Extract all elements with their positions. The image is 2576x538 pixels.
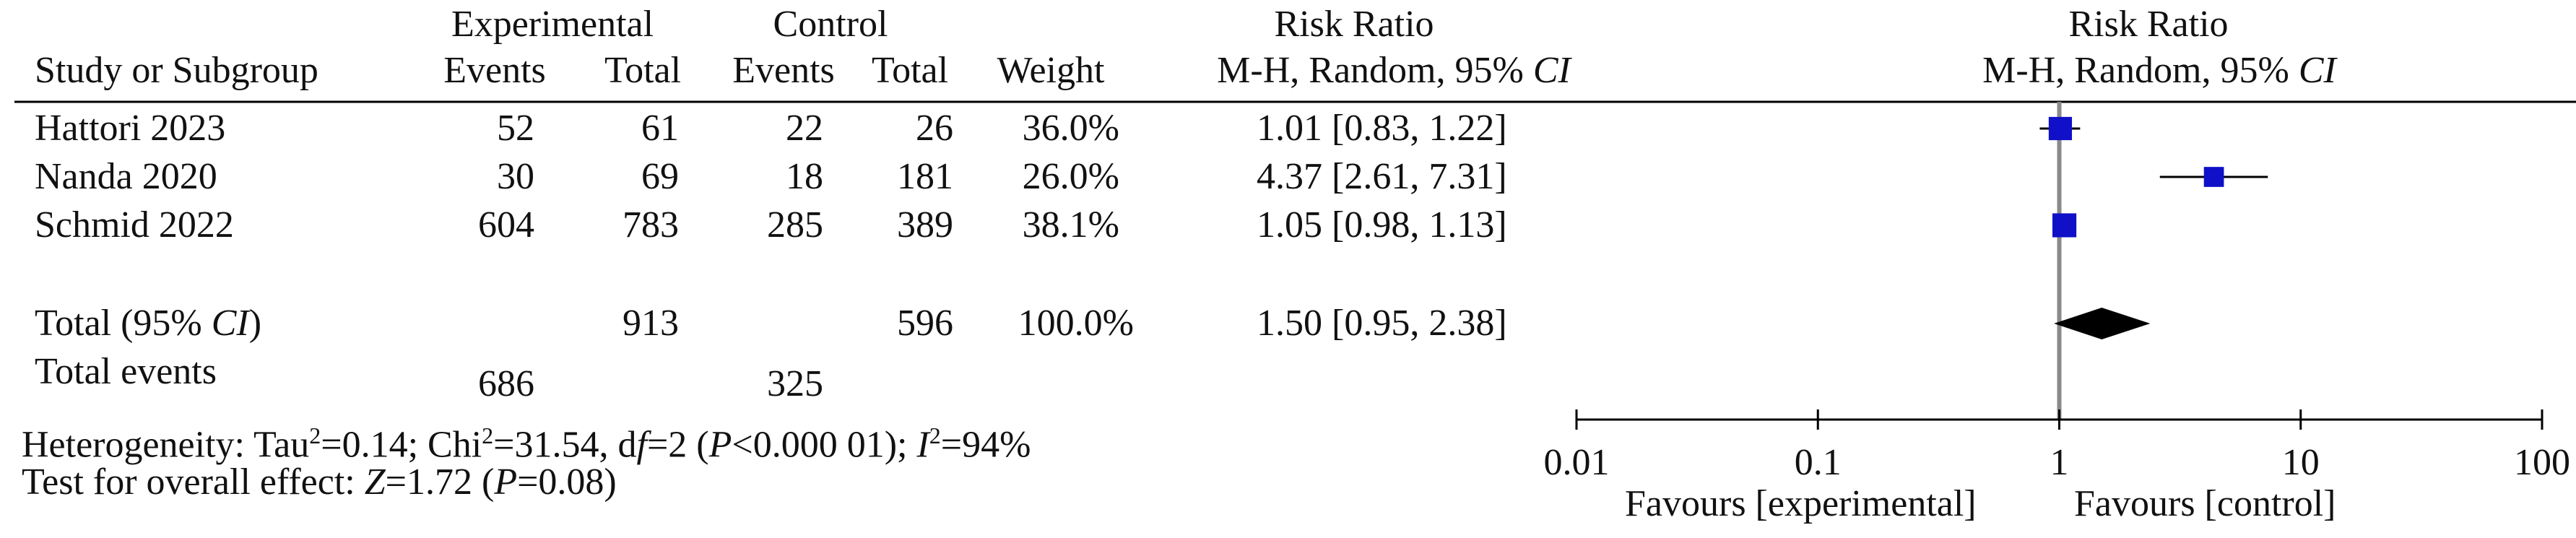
ctl-total-hattori: 26 xyxy=(916,108,953,149)
x-tick-label: 10 xyxy=(2282,442,2320,483)
total-label: Total (95% CI) xyxy=(35,303,262,344)
study-name-schmid: Schmid 2022 xyxy=(35,204,234,246)
ctl-total-nanda: 181 xyxy=(897,156,953,197)
exp-total-hattori: 61 xyxy=(641,108,679,149)
ctl-events-nanda: 18 xyxy=(786,156,823,197)
exp-total-header: Total xyxy=(604,50,682,91)
weight-hattori: 36.0% xyxy=(1022,108,1119,149)
exp-events-nanda: 30 xyxy=(497,156,534,197)
experimental-group-header: Experimental xyxy=(451,4,654,45)
total-events-label: Total events xyxy=(35,351,217,392)
heterogeneity-text: Heterogeneity: Tau2=0.14; Chi2=31.54, df… xyxy=(22,422,1031,466)
method-header: M-H, Random, 95% CI xyxy=(1217,50,1571,91)
exp-events-header: Events xyxy=(443,50,546,91)
total-exp-events: 686 xyxy=(478,363,534,404)
weight-header: Weight xyxy=(997,50,1105,91)
ctl-events-hattori: 22 xyxy=(786,108,823,149)
study-marker xyxy=(2052,213,2077,238)
total-ctl-total: 596 xyxy=(897,303,953,344)
plot-subtitle: M-H, Random, 95% CI xyxy=(1982,50,2336,91)
ctl-total-schmid: 389 xyxy=(897,204,953,246)
rr-text-schmid: 1.05 [0.98, 1.13] xyxy=(1257,204,1507,246)
exp-events-hattori: 52 xyxy=(497,108,534,149)
ctl-total-header: Total xyxy=(871,50,949,91)
favours-experimental-label: Favours [experimental] xyxy=(1625,483,1977,524)
weight-schmid: 38.1% xyxy=(1022,204,1119,246)
control-group-header: Control xyxy=(773,4,888,45)
rr-text-nanda: 4.37 [2.61, 7.31] xyxy=(1257,156,1507,197)
exp-total-nanda: 69 xyxy=(641,156,679,197)
pooled-diamond xyxy=(2054,308,2151,339)
risk-ratio-column-header: Risk Ratio xyxy=(1274,4,1434,45)
weight-nanda: 26.0% xyxy=(1022,156,1119,197)
x-tick-label: 1 xyxy=(2050,442,2069,483)
total-weight: 100.0% xyxy=(1018,303,1134,344)
study-name-hattori: Hattori 2023 xyxy=(35,108,226,149)
plot-title: Risk Ratio xyxy=(2068,4,2229,45)
x-tick-label: 100 xyxy=(2514,442,2570,483)
overall-effect-text: Test for overall effect: Z=1.72 (P=0.08) xyxy=(22,461,617,503)
study-name-nanda: Nanda 2020 xyxy=(35,156,217,197)
exp-total-schmid: 783 xyxy=(623,204,679,246)
ctl-events-schmid: 285 xyxy=(767,204,823,246)
rr-text-hattori: 1.01 [0.83, 1.22] xyxy=(1257,108,1507,149)
favours-control-label: Favours [control] xyxy=(2074,483,2336,524)
study-column-header: Study or Subgroup xyxy=(35,50,318,91)
study-marker xyxy=(2048,116,2073,141)
exp-events-schmid: 604 xyxy=(478,204,534,246)
x-tick-label: 0.01 xyxy=(1544,442,1610,483)
x-tick-label: 0.1 xyxy=(1795,442,1842,483)
total-ctl-events: 325 xyxy=(767,363,823,404)
study-marker xyxy=(2203,167,2224,187)
ctl-events-header: Events xyxy=(732,50,835,91)
total-exp-total: 913 xyxy=(623,303,679,344)
rr-text-total: 1.50 [0.95, 2.38] xyxy=(1257,303,1507,344)
